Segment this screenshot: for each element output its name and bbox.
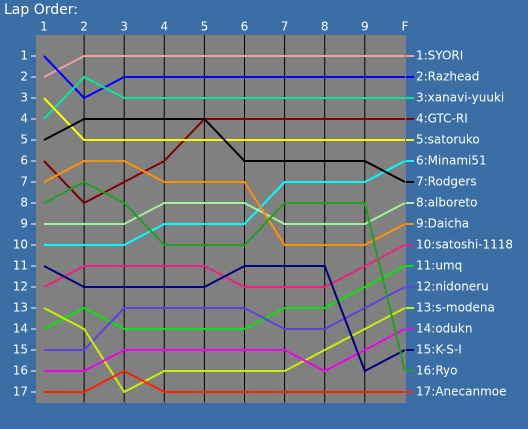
series-line [43, 180, 406, 372]
series-line [43, 55, 405, 78]
legend-label: 5:satoruko [416, 133, 480, 147]
x-tick-label: 9 [361, 20, 369, 34]
y-tick-label: 6 [20, 154, 28, 168]
x-tick-label: 8 [321, 20, 329, 34]
legend-label: 13:s-modena [416, 301, 495, 315]
legend-label: 3:xanavi-yuuki [416, 91, 504, 105]
legend-label: 4:GTC-RI [416, 112, 468, 126]
x-tick-label: 6 [241, 20, 249, 34]
x-tick-label: 3 [120, 20, 128, 34]
y-tick-label: 12 [13, 280, 28, 294]
series-line [43, 160, 406, 246]
y-tick-label: 3 [20, 91, 28, 105]
legend-label: 9:Daicha [416, 217, 469, 231]
x-tick-label: 5 [201, 20, 209, 34]
series-line [43, 265, 406, 330]
legend-label: 15:K-S-I [416, 343, 462, 357]
y-tick-label: 4 [20, 112, 28, 126]
legend-label: 17:Anecanmoe [416, 385, 506, 399]
legend-label: 2:Razhead [416, 70, 479, 84]
x-tick-label: 4 [160, 20, 168, 34]
legend-label: 10:satoshi-1118 [416, 238, 513, 252]
y-tick-label: 5 [20, 133, 28, 147]
y-tick-label: 1 [20, 49, 28, 63]
legend-label: 7:Rodgers [416, 175, 477, 189]
y-tick-label: 15 [13, 343, 28, 357]
y-tick-label: 10 [13, 238, 28, 252]
x-tick-label: 1 [40, 20, 48, 34]
series-line [43, 75, 405, 120]
series-line [44, 202, 406, 225]
series-line [44, 369, 405, 393]
y-tick-label: 9 [20, 217, 28, 231]
chart-title: Lap Order: [4, 2, 78, 18]
legend-label: 14:odukn [416, 322, 472, 336]
y-tick-label: 13 [13, 301, 28, 315]
legend-label: 12:nidoneru [416, 280, 489, 294]
series-line [43, 118, 406, 183]
y-tick-label: 7 [20, 175, 28, 189]
y-tick-label: 16 [13, 364, 28, 378]
legend-label: 16:Ryo [416, 364, 457, 378]
y-tick-label: 17 [13, 385, 28, 399]
y-tick-label: 2 [20, 70, 28, 84]
y-tick-label: 8 [20, 196, 28, 210]
legend-label: 1:SYORI [416, 49, 463, 63]
x-tick-label: 2 [80, 20, 88, 34]
series-line [44, 328, 406, 373]
legend-label: 11:umq [416, 259, 462, 273]
series-line [44, 160, 406, 246]
plot-area [36, 35, 406, 403]
x-tick-label: F [401, 20, 408, 34]
legend-label: 8:alboreto [416, 196, 477, 210]
y-tick-label: 11 [13, 259, 28, 273]
y-tick-label: 14 [13, 322, 28, 336]
x-tick-label: 7 [281, 20, 289, 34]
series-line [43, 265, 406, 373]
legend-label: 6:Minami51 [416, 154, 487, 168]
